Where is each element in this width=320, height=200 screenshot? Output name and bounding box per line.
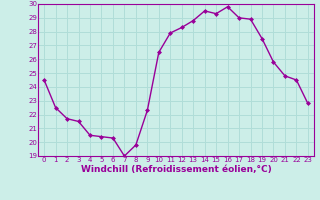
- X-axis label: Windchill (Refroidissement éolien,°C): Windchill (Refroidissement éolien,°C): [81, 165, 271, 174]
